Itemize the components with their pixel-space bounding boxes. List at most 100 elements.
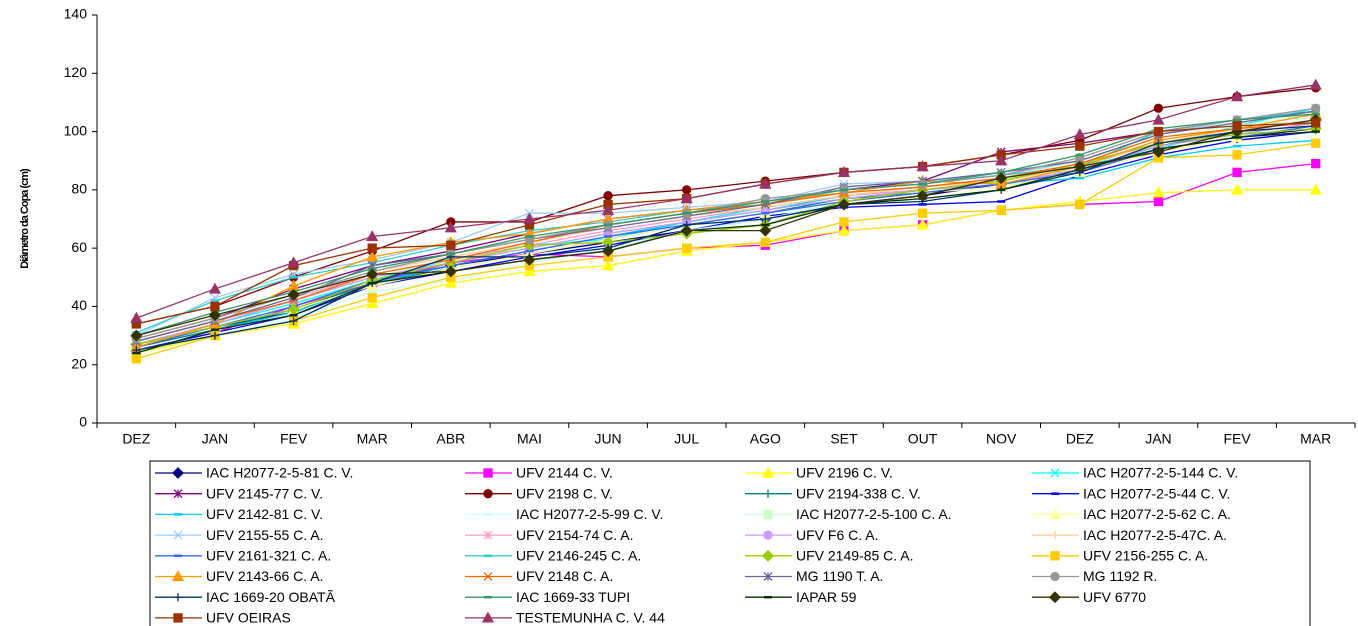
y-tick-label: 20: [71, 355, 87, 371]
legend-marker: [483, 489, 493, 499]
legend-box: [149, 460, 1311, 626]
data-point: [208, 282, 222, 294]
legend-label: UFV 6770: [1083, 589, 1146, 605]
legend-label: UFV 2149-85 C. A.: [796, 548, 914, 564]
data-point: [1153, 103, 1164, 113]
data-point: [995, 154, 1008, 166]
data-point: [367, 293, 377, 303]
legend-label: UFV 2155-55 C. A.: [206, 527, 324, 543]
legend-marker: [763, 509, 773, 520]
data-point: [917, 208, 928, 218]
data-point: [1153, 196, 1164, 207]
data-point: [130, 311, 143, 323]
data-point: [916, 189, 929, 202]
legend: IAC H2077-2-5-81 C. V. UFV 2144 C. V. UFV …: [155, 465, 1238, 626]
x-tick-label: NOV: [986, 431, 1017, 447]
legend-label: UFV 2142-81 C. V.: [206, 506, 323, 522]
series-line: [136, 110, 1316, 343]
data-point: [837, 166, 851, 178]
data-point: [602, 245, 614, 257]
legend-marker: [483, 468, 493, 478]
data-point: [1309, 78, 1322, 90]
data-point: [1311, 138, 1321, 148]
series-line: [136, 189, 1316, 354]
series-line: [136, 113, 1316, 337]
legend-marker: [174, 593, 182, 602]
series-line: [136, 142, 1316, 360]
data-point: [916, 218, 929, 230]
data-point: [1311, 118, 1321, 128]
legend-marker: [1050, 571, 1060, 582]
legend-marker: [1049, 591, 1061, 604]
legend-marker: [1050, 468, 1060, 478]
data-point: [210, 301, 220, 312]
series-line: [136, 130, 1316, 351]
data-point: [760, 237, 770, 247]
x-tick-label: JUN: [594, 431, 621, 447]
x-tick-label: MAR: [1300, 431, 1331, 447]
x-tick-label: SET: [830, 431, 858, 447]
data-point: [603, 191, 613, 201]
data-point: [680, 224, 693, 237]
legend-label: MG 1190 T. A.: [796, 568, 883, 584]
data-point: [837, 224, 851, 236]
x-tick-label: FEV: [280, 431, 308, 447]
series-line: [136, 122, 1316, 343]
legend-label: UFV 2145-77 C. V.: [206, 485, 323, 501]
data-point: [446, 240, 456, 250]
legend-label: UFV 2144 C. V.: [516, 465, 613, 481]
data-point: [367, 243, 377, 253]
y-tick-label: 100: [64, 122, 88, 138]
data-point: [130, 329, 143, 342]
x-tick-label: MAI: [517, 431, 542, 447]
legend-label: UFV F6 C. A.: [796, 527, 878, 543]
data-point: [759, 224, 772, 237]
y-tick-label: 40: [71, 297, 87, 313]
y-axis-label: Diâmetro da Copa (cm): [19, 168, 31, 269]
data-point: [761, 215, 770, 223]
data-point: [209, 309, 221, 322]
data-point: [601, 203, 615, 215]
data-point: [1073, 128, 1086, 140]
data-point: [996, 205, 1006, 215]
legend-label: IAC 1669-20 OBATÃ: [206, 589, 336, 605]
series-line: [136, 107, 1316, 340]
legend-label: IAC H2077-2-5-47C. A.: [1083, 527, 1227, 543]
data-point: [1075, 199, 1085, 210]
legend-marker: [481, 611, 495, 623]
legend-label: UFV 2198 C. V.: [516, 485, 613, 501]
data-point: [287, 288, 300, 301]
data-point: [523, 212, 536, 224]
data-point: [289, 317, 298, 325]
legend-marker: [1050, 551, 1060, 561]
x-tick-label: JAN: [202, 431, 228, 447]
legend-label: IAC H2077-2-5-144 C. V.: [1083, 465, 1238, 481]
data-point: [1230, 183, 1244, 195]
data-point: [1073, 160, 1086, 173]
x-tick-label: FEV: [1223, 431, 1251, 447]
legend-marker: [763, 530, 773, 540]
series-line: [136, 119, 1316, 337]
data-point: [1152, 113, 1165, 125]
data-point: [1232, 150, 1242, 160]
data-point: [523, 253, 536, 266]
series-line: [136, 130, 1316, 354]
x-tick-label: MAR: [357, 431, 388, 447]
data-point: [601, 259, 615, 271]
data-point: [366, 230, 379, 242]
y-tick-label: 140: [64, 6, 88, 22]
legend-label: UFV 2156-255 C. A.: [1083, 548, 1208, 564]
y-tick-label: 60: [71, 239, 87, 255]
legend-label: MG 1192 R.: [1083, 568, 1157, 584]
data-point: [838, 198, 850, 211]
x-tick-label: AGO: [750, 431, 781, 447]
legend-label: IAC H2077-2-5-44 C. V.: [1083, 485, 1230, 501]
legend-label: TESTEMUNHA C. V. 44: [516, 610, 665, 626]
y-tick-label: 120: [64, 64, 88, 80]
legend-marker: [173, 613, 183, 623]
y-tick-label: 80: [71, 181, 87, 197]
legend-marker: [761, 466, 775, 478]
legend-marker: [762, 549, 774, 562]
data-point: [287, 256, 300, 268]
legend-marker: [172, 467, 184, 479]
